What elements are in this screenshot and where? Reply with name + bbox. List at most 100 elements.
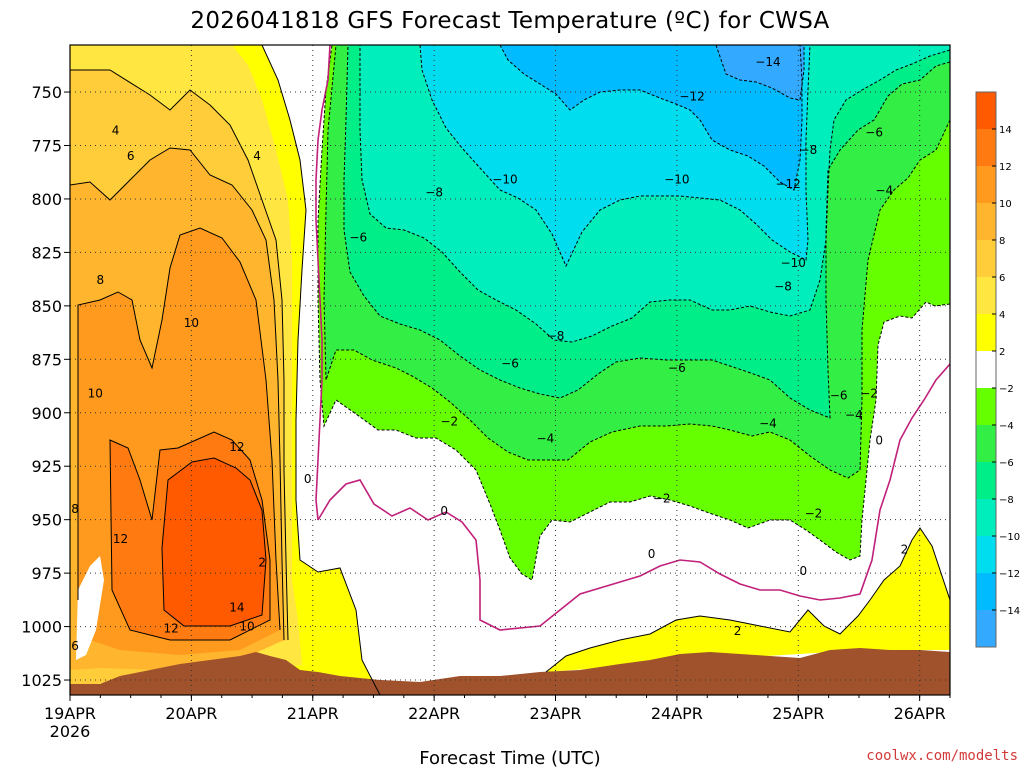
fill-cyan-m12 bbox=[500, 45, 802, 190]
contour-line-warm-6 bbox=[70, 69, 289, 641]
contour-line-warm-12 bbox=[109, 431, 271, 641]
contour-label: 14 bbox=[229, 600, 244, 614]
contour-line-warm-10 bbox=[77, 227, 281, 631]
x-axis: 19APR 20APR 21APR 22APR 23APR 24APR 25APR 26APR bbox=[44, 695, 951, 723]
contour-label: −4 bbox=[759, 416, 777, 430]
contour-label: −10 bbox=[781, 256, 806, 270]
colorbar-swatch bbox=[976, 573, 996, 610]
colorbar-swatch bbox=[976, 425, 996, 462]
y-tick-label: 750 bbox=[31, 83, 62, 102]
colorbar-label: −10 bbox=[999, 532, 1020, 543]
colorbar: 14 12 10 8 6 4 2 −2 −4 −6 −8 −10 −12 −14 bbox=[975, 91, 1020, 648]
x-tick-label: 26APR bbox=[894, 704, 946, 723]
y-axis: 750 775 800 825 850 875 900 925 950 975 1000 1025 bbox=[21, 83, 70, 690]
contour-label: −8 bbox=[547, 329, 565, 343]
contour-label: 6 bbox=[127, 149, 135, 163]
contour-label: 4 bbox=[112, 124, 120, 138]
contour-line-warm-4 bbox=[261, 45, 381, 695]
colorbar-swatch bbox=[976, 277, 996, 314]
contour-label: −6 bbox=[501, 357, 519, 371]
y-tick-label: 800 bbox=[31, 190, 62, 209]
contour-label: 0 bbox=[304, 472, 312, 486]
contour-label: 4 bbox=[253, 149, 261, 163]
contour-line-surface-2 bbox=[545, 527, 950, 673]
contour-label: 8 bbox=[71, 502, 79, 516]
contour-line-warm-8 bbox=[70, 147, 285, 641]
contour-label: −8 bbox=[425, 186, 443, 200]
colorbar-swatch bbox=[976, 129, 996, 166]
x-tick-label: 23APR bbox=[529, 704, 581, 723]
y-tick-label: 950 bbox=[31, 511, 62, 530]
y-tick-label: 975 bbox=[31, 564, 62, 583]
colorbar-swatch bbox=[976, 499, 996, 536]
y-tick-label: 775 bbox=[31, 136, 62, 155]
colorbar-swatch bbox=[976, 240, 996, 277]
contour-label: 12 bbox=[164, 622, 179, 636]
colorbar-label: −14 bbox=[999, 606, 1020, 617]
contour-label: −6 bbox=[349, 230, 367, 244]
plot-area bbox=[70, 45, 950, 695]
colorbar-label: 6 bbox=[999, 273, 1005, 284]
contour-label: 0 bbox=[440, 504, 448, 518]
contour-label: −12 bbox=[679, 89, 704, 103]
colorbar-swatch bbox=[976, 462, 996, 499]
x-tick-label: 20APR bbox=[165, 704, 217, 723]
contour-line-cold-m10 bbox=[419, 45, 811, 268]
colorbar-label: −12 bbox=[999, 569, 1020, 580]
colorbar-swatch bbox=[976, 610, 996, 647]
x-axis-title: Forecast Time (UTC) bbox=[419, 748, 600, 768]
contour-label: 6 bbox=[71, 639, 79, 653]
contour-label: −6 bbox=[830, 389, 848, 403]
colorbar-frame bbox=[975, 91, 997, 648]
fill-blue-m14 bbox=[716, 45, 804, 100]
contour-label: 0 bbox=[648, 547, 656, 561]
contour-label: 2 bbox=[258, 555, 266, 569]
x-axis-year-label: 2026 bbox=[50, 722, 91, 741]
y-tick-label: 825 bbox=[31, 243, 62, 262]
x-tick-label: 24APR bbox=[651, 704, 703, 723]
contour-line-cold-m12 bbox=[499, 45, 803, 191]
colorbar-label: 4 bbox=[999, 310, 1005, 321]
freezing-line-upper bbox=[315, 45, 331, 521]
y-tick-label: 925 bbox=[31, 457, 62, 476]
contour-label: 10 bbox=[239, 620, 254, 634]
fill-yellow-lower bbox=[546, 528, 950, 672]
contour-label: 12 bbox=[229, 440, 244, 454]
colorbar-swatch bbox=[976, 92, 996, 129]
contour-label: −14 bbox=[755, 55, 780, 69]
contour-line-cold-m2 bbox=[317, 45, 950, 581]
contour-label: 12 bbox=[113, 532, 128, 546]
contour-label: −4 bbox=[537, 431, 555, 445]
colorbar-label: −6 bbox=[999, 458, 1014, 469]
colorbar-label: 12 bbox=[999, 162, 1012, 173]
contour-label: 2 bbox=[901, 543, 909, 557]
contour-label: 0 bbox=[800, 564, 808, 578]
x-tick-label: 25APR bbox=[772, 704, 824, 723]
colorbar-swatch bbox=[976, 388, 996, 425]
colorbar-label: 14 bbox=[999, 125, 1012, 136]
contour-label: 0 bbox=[875, 434, 883, 448]
contour-label: −2 bbox=[653, 491, 671, 505]
colorbar-swatch bbox=[976, 536, 996, 573]
contour-label: −6 bbox=[865, 126, 883, 140]
y-tick-label: 875 bbox=[31, 350, 62, 369]
x-tick-label: 22APR bbox=[408, 704, 460, 723]
contour-label: −10 bbox=[664, 173, 689, 187]
y-tick-label: 900 bbox=[31, 404, 62, 423]
contour-line-cold-m8 bbox=[359, 45, 950, 343]
contour-label: 2 bbox=[734, 624, 742, 638]
contour-label: 8 bbox=[97, 273, 105, 287]
contour-label: −2 bbox=[860, 387, 878, 401]
x-tick-label: 19APR bbox=[44, 704, 96, 723]
colorbar-swatch bbox=[976, 351, 996, 388]
fill-orange-14 bbox=[162, 458, 266, 626]
contour-label: 10 bbox=[88, 387, 103, 401]
contour-line-cold-m6 bbox=[343, 45, 950, 419]
fill-white-pocket bbox=[76, 556, 104, 660]
chart-title: 2026041818 GFS Forecast Temperature (ºC)… bbox=[190, 8, 829, 34]
contour-label: −8 bbox=[774, 280, 792, 294]
contour-line-warm-14 bbox=[161, 457, 267, 627]
colorbar-swatch bbox=[976, 203, 996, 240]
